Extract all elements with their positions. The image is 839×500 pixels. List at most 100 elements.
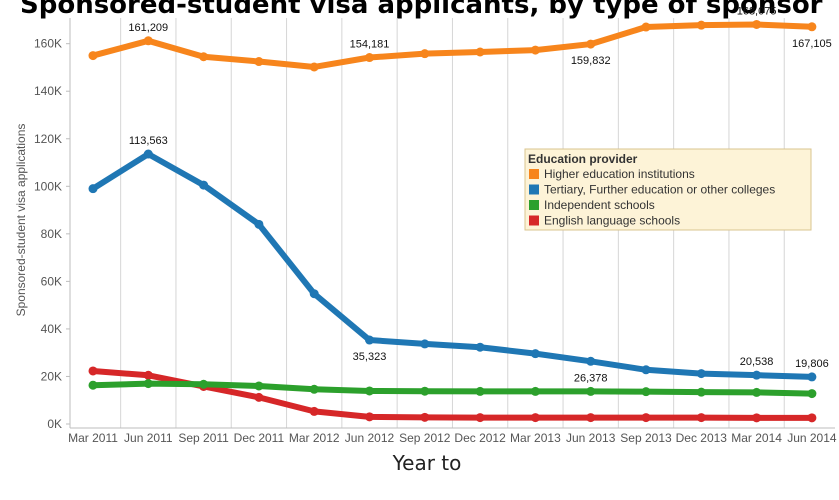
data-point — [365, 335, 374, 345]
legend: Education provider Higher education inst… — [524, 148, 812, 231]
data-point — [752, 19, 762, 29]
x-tick-label: Jun 2014 — [787, 431, 837, 445]
data-point — [586, 39, 596, 49]
legend-swatch — [529, 215, 539, 226]
data-point — [365, 386, 374, 396]
data-point — [143, 370, 153, 380]
data-point — [807, 413, 817, 423]
data-point — [254, 219, 264, 229]
data-point — [475, 386, 485, 396]
x-tick-label: Mar 2011 — [68, 431, 118, 445]
data-point — [199, 379, 209, 389]
y-tick-label: 140K — [34, 84, 62, 98]
data-point — [752, 413, 762, 423]
legend-swatch — [529, 184, 539, 195]
data-point — [530, 349, 540, 359]
data-label: 35,323 — [353, 351, 387, 363]
data-label: 168,075 — [737, 5, 777, 17]
data-label: 19,806 — [795, 358, 829, 370]
data-point — [254, 381, 264, 391]
data-point — [88, 366, 98, 376]
data-label: 20,538 — [740, 356, 774, 368]
data-point — [586, 356, 596, 366]
data-labels: 161,209 154,181 159,832 168,075 167,105 113,5… — [128, 5, 831, 384]
data-label: 154,181 — [350, 39, 390, 51]
data-point — [530, 386, 540, 396]
data-point — [696, 387, 706, 397]
y-tick-label: 40K — [41, 322, 62, 336]
data-point — [641, 365, 651, 375]
data-point — [143, 36, 153, 46]
data-point — [530, 413, 540, 423]
data-point — [586, 386, 596, 396]
y-axis-title: Sponsored-student visa applications — [14, 124, 28, 317]
data-point — [143, 149, 153, 159]
data-point — [475, 413, 485, 423]
x-tick-label: Dec 2013 — [676, 431, 728, 445]
y-tick-label: 80K — [41, 227, 62, 241]
data-point — [420, 49, 430, 59]
data-point — [420, 386, 430, 396]
data-point — [309, 406, 319, 416]
data-label: 159,832 — [571, 55, 611, 67]
y-tick-label: 0K — [47, 417, 62, 431]
data-point — [199, 52, 209, 62]
legend-swatch — [529, 169, 539, 179]
data-point — [88, 184, 98, 194]
x-tick-label: Dec 2012 — [454, 431, 506, 445]
legend-box — [524, 148, 812, 231]
data-point — [365, 53, 374, 63]
data-point — [696, 413, 706, 423]
data-point — [88, 380, 98, 390]
data-point — [752, 387, 762, 397]
data-point — [199, 180, 209, 190]
series-line-2 — [90, 380, 815, 397]
series-line-3 — [90, 367, 815, 421]
legend-items: Higher education institutions Tertiary, F… — [529, 167, 775, 228]
x-tick-label: Mar 2014 — [731, 431, 782, 445]
data-point — [696, 20, 706, 30]
x-tick-label: Sep 2013 — [620, 431, 672, 445]
data-label: 161,209 — [128, 22, 168, 34]
x-tick-label: Mar 2013 — [510, 431, 561, 445]
data-point — [807, 372, 817, 382]
x-tick-label: Jun 2011 — [124, 431, 173, 445]
x-tick-label: Sep 2012 — [399, 431, 451, 445]
legend-title: Education provider — [528, 152, 638, 166]
data-point — [530, 45, 540, 55]
data-point — [420, 339, 430, 349]
data-point — [475, 47, 485, 57]
data-point — [641, 22, 651, 32]
data-point — [309, 289, 319, 299]
y-tick-label: 20K — [41, 369, 62, 383]
x-tick-label: Jun 2012 — [345, 431, 395, 445]
axes: 0K 20K 40K 60K 80K 100K 120K 140K 160K Mar 2011 Ju… — [34, 18, 837, 445]
x-axis-title: Year to — [392, 451, 462, 475]
x-tick-label: Dec 2011 — [234, 431, 285, 445]
data-label: 113,563 — [129, 135, 168, 147]
data-point — [807, 22, 817, 32]
data-point — [309, 62, 319, 72]
data-point — [696, 369, 706, 379]
data-point — [586, 413, 596, 423]
data-label: 167,105 — [792, 38, 832, 50]
data-point — [641, 387, 651, 397]
x-tick-label: Jun 2013 — [566, 431, 616, 445]
data-point — [420, 412, 430, 422]
data-point — [752, 370, 762, 380]
legend-label: Independent schools — [544, 198, 655, 212]
y-tick-label: 160K — [34, 37, 62, 51]
data-point — [254, 57, 264, 67]
data-point — [807, 389, 817, 399]
data-point — [309, 384, 319, 394]
legend-label: Higher education institutions — [544, 167, 695, 181]
series-lines — [88, 19, 817, 423]
x-tick-label: Sep 2011 — [178, 431, 229, 445]
series-line-1 — [90, 151, 815, 380]
data-point — [475, 342, 485, 352]
data-point — [143, 379, 153, 389]
chart-title: Sponsored-student visa applicants, by ty… — [20, 0, 823, 20]
legend-label: English language schools — [544, 214, 680, 228]
